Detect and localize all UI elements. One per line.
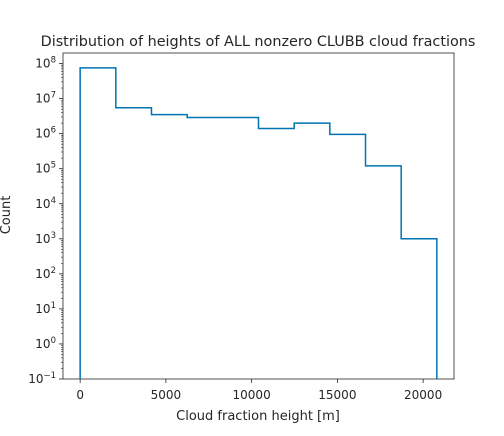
- y-tick-label: 105: [35, 161, 56, 176]
- histogram-bin: [187, 117, 223, 379]
- plot-area: [62, 52, 455, 380]
- x-tick-label: 15000: [318, 388, 356, 402]
- chart-title: Distribution of heights of ALL nonzero C…: [41, 34, 476, 50]
- y-axis-ticks: 10−1 100 101 102 103 104 105 106 107 108: [28, 56, 63, 386]
- histogram-bin: [259, 129, 295, 379]
- y-tick-label: 103: [35, 231, 56, 246]
- x-tick-label: 10000: [233, 388, 271, 402]
- y-tick-label: 108: [35, 56, 56, 71]
- axes-frame: [62, 52, 455, 380]
- histogram-bin: [330, 134, 366, 379]
- histogram-bin: [366, 166, 402, 379]
- histogram-bin: [223, 117, 259, 379]
- histogram-bin: [116, 108, 152, 379]
- histogram-bin: [80, 68, 116, 379]
- y-tick-label: 10−1: [28, 371, 56, 386]
- x-axis-ticks: 0 5000 10000 15000 20000: [76, 379, 442, 402]
- y-tick-label: 104: [35, 196, 56, 211]
- x-tick-label: 5000: [151, 388, 182, 402]
- histogram-bin: [401, 239, 437, 379]
- y-axis-label: Count: [0, 196, 14, 235]
- y-tick-label: 101: [35, 301, 56, 316]
- histogram-bin: [151, 115, 187, 379]
- x-axis-label: Cloud fraction height [m]: [176, 409, 340, 424]
- x-tick-label: 20000: [404, 388, 442, 402]
- y-tick-label: 106: [35, 126, 56, 141]
- histogram-bin: [294, 123, 330, 379]
- y-tick-label: 107: [35, 91, 56, 106]
- x-tick-label: 0: [76, 388, 84, 402]
- y-tick-label: 102: [35, 266, 56, 281]
- y-tick-label: 100: [35, 336, 56, 351]
- histogram-step-line: [79, 67, 438, 379]
